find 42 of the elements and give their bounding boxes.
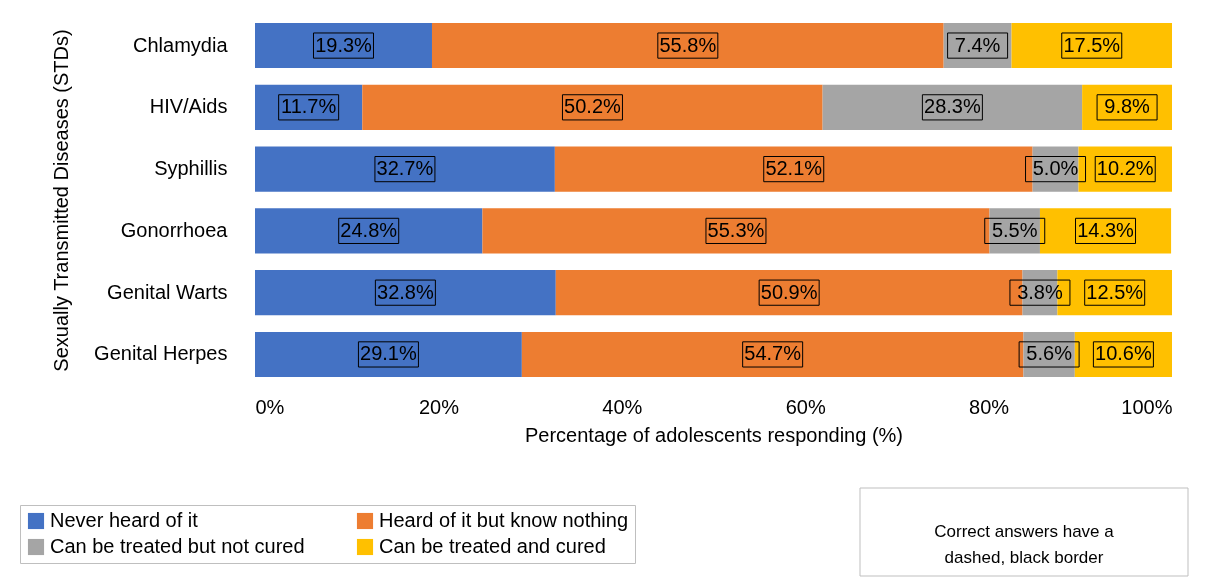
x-tick-label: 80% [969,395,1010,418]
y-axis-title: Sexually Transmitted Diseases (STDs) [50,29,73,372]
data-label: 10.6% [1095,342,1152,365]
y-tick-label: HIV/Aids [149,95,228,118]
data-label: 11.7% [281,95,337,118]
y-tick-label: Genital Herpes [94,342,228,365]
x-tick-label: 40% [602,395,643,418]
y-tick-label: Chlamydia [133,33,229,56]
data-label: 12.5% [1086,280,1144,303]
y-tick-label: Genital Warts [107,280,228,303]
y-tick-label: Gonorrhoea [120,218,229,241]
data-label: 19.3% [315,33,373,56]
data-label: 32.7% [376,157,434,180]
data-label: 5.5% [991,218,1038,241]
data-label: 50.2% [564,95,622,118]
data-label: 55.3% [707,218,765,241]
text: Correct answers have a dashed, black border [934,522,1115,567]
x-tick-label: 100% [1121,395,1173,418]
data-label: 10.2% [1096,157,1154,180]
data-label: 54.7% [744,342,802,365]
legend-label: Never heard of it [50,509,199,531]
data-label: 55.8% [659,33,717,56]
data-label: 9.8% [1104,95,1151,118]
data-label: 24.8% [340,218,398,241]
data-label: 32.8% [377,280,434,303]
legend-label: Heard of it but know nothing [379,509,629,531]
x-axis-title: Percentage of adolescents responding (%) [524,423,904,446]
data-label: 29.1% [360,342,417,365]
data-label: 17.5% [1063,33,1121,56]
data-label: 5.0% [1032,157,1079,180]
x-tick-label: 60% [785,395,826,418]
data-label: 7.4% [954,33,1001,56]
data-label: 52.1% [765,157,823,180]
y-tick-label: Syphillis [154,157,228,180]
legend-label: Can be treated but not cured [50,535,305,557]
data-label: 50.9% [760,280,818,303]
data-label: 28.3% [924,95,981,118]
x-tick-label: 0% [255,395,285,418]
data-label: 5.6% [1026,342,1073,365]
data-label: 14.3% [1077,218,1135,241]
legend-label: Can be treated and cured [379,535,606,557]
x-tick-label: 20% [418,395,460,418]
